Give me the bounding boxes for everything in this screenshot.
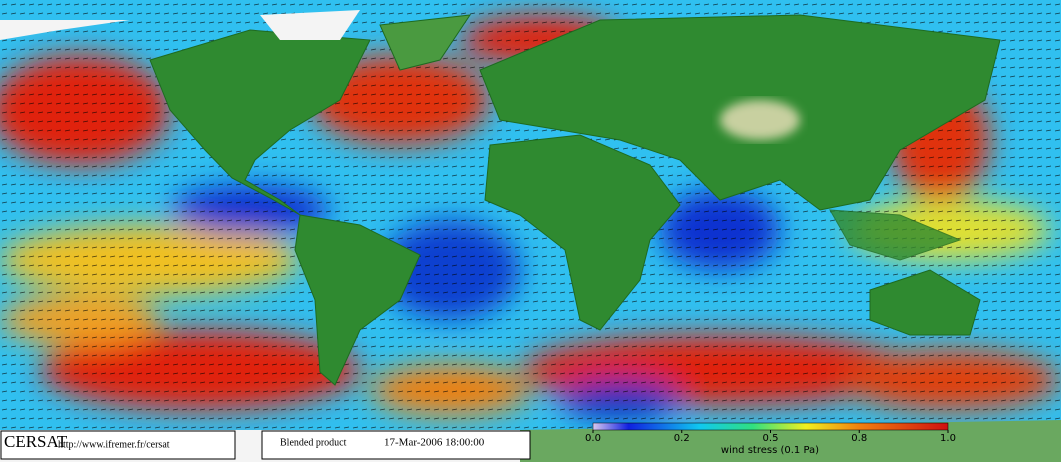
colorbar: wind stress (0.1 Pa) 0.0 0.2 0.5 0.8 1.0 (585, 422, 956, 456)
logo-url: http://www.ifremer.fr/cersat (58, 439, 170, 450)
colorbar-title: wind stress (0.1 Pa) (721, 445, 819, 456)
colorbar-tick-label: 1.0 (940, 433, 956, 444)
colorbar-tick-label: 0.8 (851, 433, 867, 444)
land (0, 10, 1061, 462)
timestamp: 17-Mar-2006 18:00:00 (384, 437, 485, 449)
product-label: Blended product (280, 437, 347, 448)
logo-name: CERSAT (4, 432, 68, 451)
colorbar-tick-label: 0.2 (674, 433, 690, 444)
colorbar-tick-label: 0.0 (585, 433, 601, 444)
colorbar-ramp (592, 422, 949, 431)
product-box: Blended product 17-Mar-2006 18:00:00 (261, 430, 531, 460)
colorbar-tick-label: 0.5 (763, 433, 779, 444)
logo-box: CERSAT http://www.ifremer.fr/cersat (0, 430, 236, 460)
